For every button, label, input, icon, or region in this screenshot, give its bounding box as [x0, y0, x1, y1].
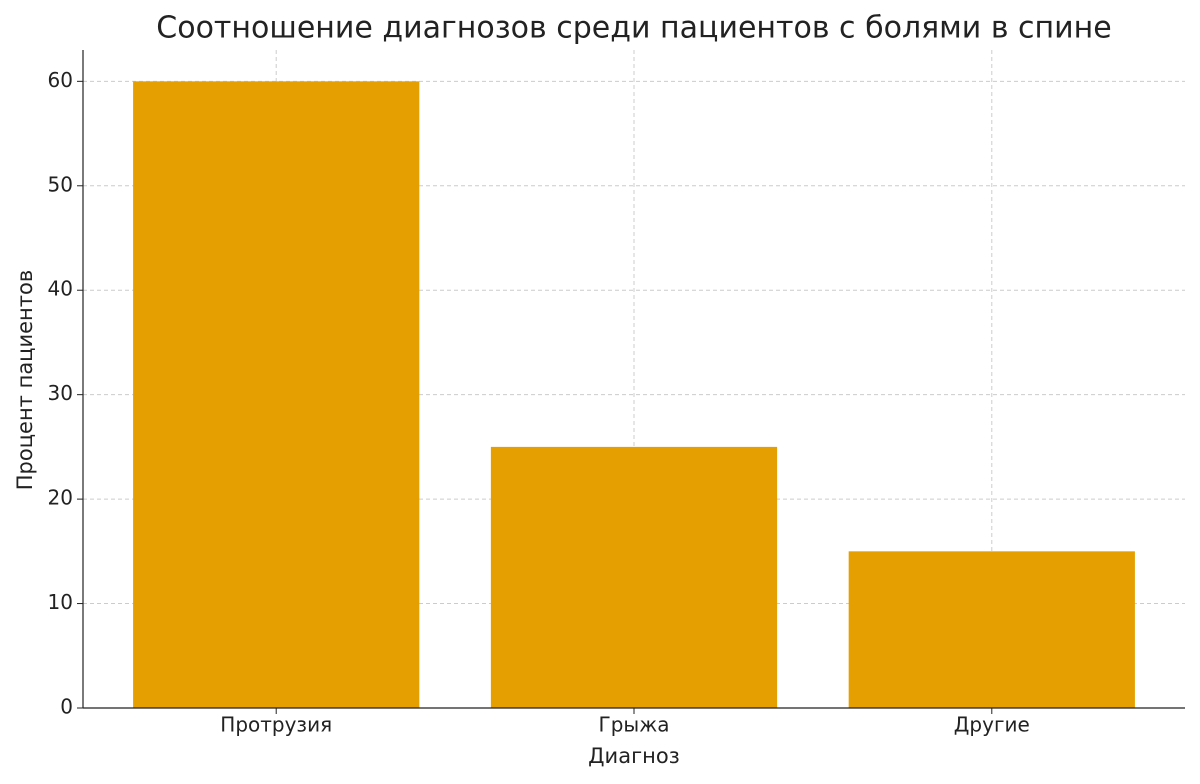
bar — [848, 551, 1135, 708]
bar — [490, 446, 778, 708]
x-tick-label: Другие — [954, 713, 1030, 737]
y-tick-label: 0 — [60, 695, 73, 719]
bar — [133, 81, 420, 709]
x-tick-label: Грыжа — [599, 713, 670, 737]
y-tick-label: 50 — [48, 172, 73, 196]
x-axis-label: Диагноз — [588, 744, 680, 768]
y-tick-label: 30 — [48, 381, 73, 405]
chart-title: Соотношение диагнозов среди пациентов с … — [156, 11, 1111, 46]
y-tick-label: 10 — [48, 590, 73, 614]
y-tick-label: 60 — [48, 68, 73, 92]
y-tick-label: 40 — [48, 277, 73, 301]
x-tick-label: Протрузия — [220, 713, 332, 737]
y-tick-label: 20 — [48, 486, 73, 510]
y-axis-label: Процент пациентов — [13, 270, 37, 490]
